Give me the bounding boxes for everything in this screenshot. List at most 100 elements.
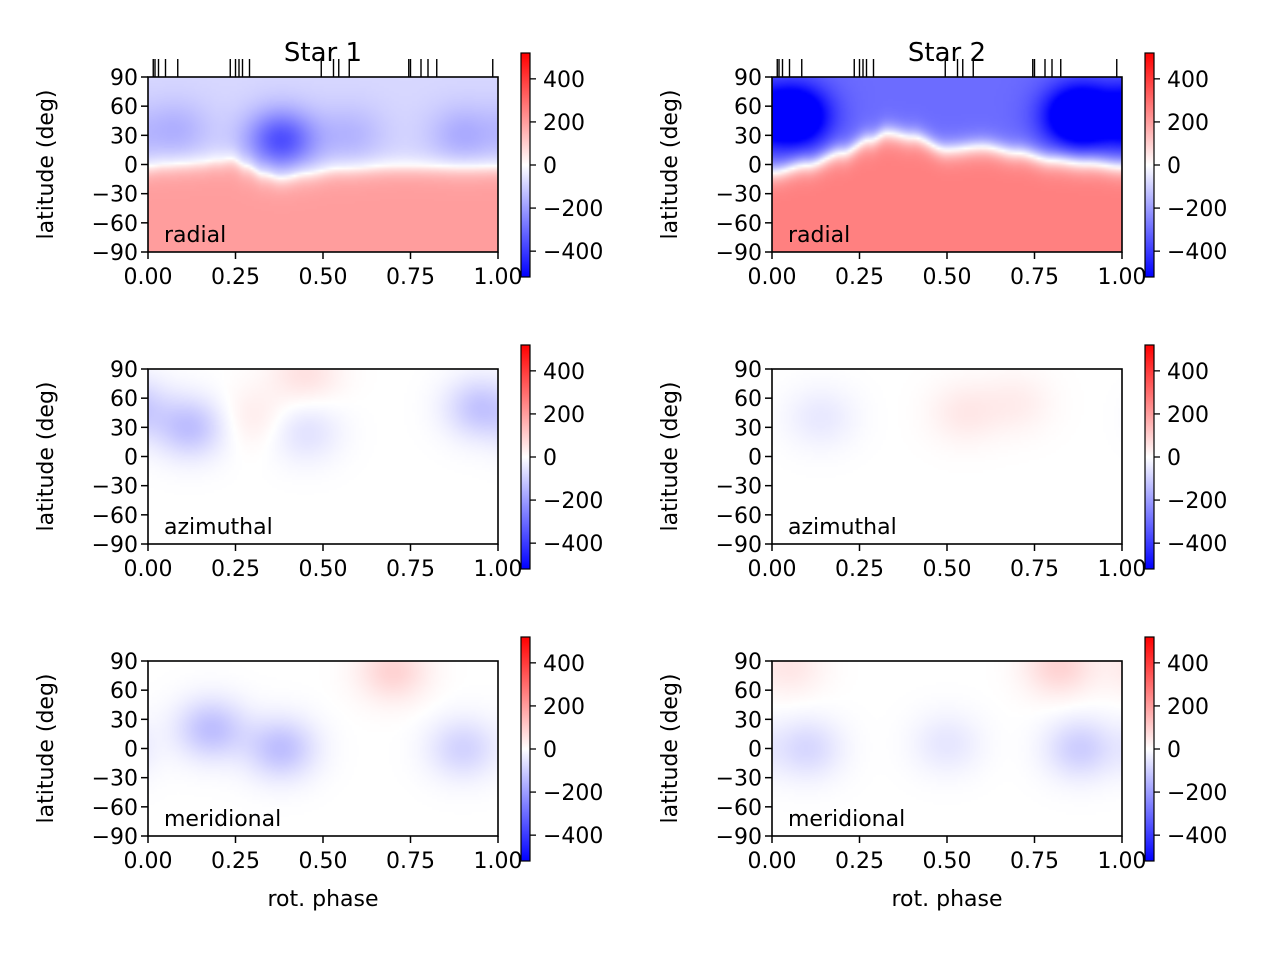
colorbar-tick-label: −400: [1167, 824, 1227, 849]
y-tick-label: −30: [716, 767, 762, 792]
y-tick-label: −90: [716, 241, 762, 266]
y-tick-label: 30: [110, 708, 138, 733]
y-tick-label: −90: [716, 825, 762, 850]
x-tick-label: 0.00: [124, 557, 173, 582]
heatmap-image: [772, 369, 1122, 544]
y-tick-label: 90: [110, 66, 138, 91]
y-tick-label: 30: [110, 416, 138, 441]
colorbar-tick-label: 400: [1167, 652, 1209, 677]
x-tick-label: 0.75: [386, 849, 435, 874]
colorbar-tick-label: 0: [1167, 446, 1181, 471]
y-tick-label: −60: [92, 796, 138, 821]
colorbar-tick-label: −400: [543, 824, 603, 849]
y-tick-label: −60: [716, 504, 762, 529]
y-tick-label: 90: [110, 358, 138, 383]
y-tick-label: −30: [92, 767, 138, 792]
y-tick-label: −30: [716, 475, 762, 500]
colorbar-tick-label: −200: [1167, 197, 1227, 222]
y-tick-label: −30: [92, 183, 138, 208]
y-tick-label: 60: [110, 95, 138, 120]
x-tick-label: 0.25: [211, 849, 260, 874]
y-tick-label: −30: [716, 183, 762, 208]
x-tick-label: 0.75: [1010, 265, 1059, 290]
heatmap-image: [148, 77, 498, 252]
x-tick-label: 0.75: [1010, 557, 1059, 582]
x-tick-label: 0.75: [386, 265, 435, 290]
colorbar-tick-label: −200: [543, 781, 603, 806]
y-axis-label: latitude (deg): [34, 673, 59, 823]
heatmap-image: [772, 661, 1122, 836]
colorbar-tick-label: −200: [1167, 781, 1227, 806]
colorbar-tick-label: −200: [543, 489, 603, 514]
x-axis-label: rot. phase: [891, 887, 1002, 912]
component-label: radial: [788, 223, 850, 248]
colorbar-tick-label: 0: [543, 738, 557, 763]
y-tick-label: 90: [734, 66, 762, 91]
panel-star-1-meridional: 90 60 30 0 −30 −60 −900.00 0.25 0.50 0.75 1.00 lati…: [34, 636, 603, 912]
y-axis-label: latitude (deg): [658, 89, 683, 239]
x-axis-label: rot. phase: [267, 887, 378, 912]
component-label: azimuthal: [164, 515, 273, 540]
x-tick-label: 0.25: [211, 557, 260, 582]
x-tick-label: 0.50: [299, 557, 348, 582]
colorbar-tick-label: 200: [1167, 695, 1209, 720]
y-tick-label: −90: [92, 825, 138, 850]
x-tick-label: 1.00: [474, 557, 523, 582]
x-tick-label: 0.50: [299, 849, 348, 874]
colorbar: [520, 344, 531, 570]
component-label: meridional: [788, 807, 905, 832]
colorbar-tick-label: 0: [543, 154, 557, 179]
x-tick-label: 1.00: [474, 265, 523, 290]
y-tick-label: 30: [110, 124, 138, 149]
y-tick-label: 0: [124, 154, 138, 179]
x-tick-label: 1.00: [1098, 849, 1147, 874]
y-tick-label: 30: [734, 124, 762, 149]
colorbar-tick-label: −200: [1167, 489, 1227, 514]
x-tick-label: 1.00: [1098, 557, 1147, 582]
y-tick-label: 90: [734, 650, 762, 675]
y-tick-label: 0: [748, 446, 762, 471]
colorbar-tick-label: −400: [1167, 532, 1227, 557]
x-tick-label: 0.25: [211, 265, 260, 290]
heatmap-image: [148, 661, 498, 836]
panel-star-2-radial: 90 60 30 0 −30 −60 −900.00 0.25 0.50 0.75 1.00 lati…: [658, 38, 1227, 290]
colorbar-tick-label: 0: [1167, 738, 1181, 763]
x-tick-label: 0.00: [748, 557, 797, 582]
x-tick-label: 0.50: [299, 265, 348, 290]
y-tick-label: −60: [716, 796, 762, 821]
panel-star-1-azimuthal: 90 60 30 0 −30 −60 −900.00 0.25 0.50 0.75 1.00 lati…: [34, 344, 603, 582]
y-tick-label: 60: [734, 95, 762, 120]
panel-star-2-meridional: 90 60 30 0 −30 −60 −900.00 0.25 0.50 0.75 1.00 lati…: [658, 636, 1227, 912]
colorbar-tick-label: 200: [543, 111, 585, 136]
y-tick-label: 0: [748, 154, 762, 179]
y-tick-label: 0: [124, 738, 138, 763]
y-tick-label: −60: [92, 212, 138, 237]
heatmap-image: [148, 369, 498, 544]
y-tick-label: −60: [92, 504, 138, 529]
x-tick-label: 0.50: [923, 265, 972, 290]
component-label: azimuthal: [788, 515, 897, 540]
colorbar-tick-label: −200: [543, 197, 603, 222]
colorbar: [1144, 344, 1155, 570]
component-label: meridional: [164, 807, 281, 832]
component-label: radial: [164, 223, 226, 248]
colorbar: [520, 636, 531, 862]
colorbar-tick-label: 200: [1167, 403, 1209, 428]
colorbar-tick-label: 200: [1167, 111, 1209, 136]
colorbar-tick-label: 400: [1167, 360, 1209, 385]
y-tick-label: 30: [734, 416, 762, 441]
y-tick-label: −90: [92, 241, 138, 266]
y-tick-label: 60: [734, 387, 762, 412]
y-axis-label: latitude (deg): [34, 89, 59, 239]
x-tick-label: 0.25: [835, 557, 884, 582]
column-title: Star 2: [908, 38, 986, 68]
y-tick-label: 0: [748, 738, 762, 763]
column-title: Star 1: [284, 38, 362, 68]
x-tick-label: 0.00: [748, 849, 797, 874]
colorbar-tick-label: 0: [543, 446, 557, 471]
y-tick-label: 0: [124, 446, 138, 471]
heatmap-image: [772, 77, 1122, 252]
y-tick-label: −90: [716, 533, 762, 558]
colorbar-tick-label: 0: [1167, 154, 1181, 179]
